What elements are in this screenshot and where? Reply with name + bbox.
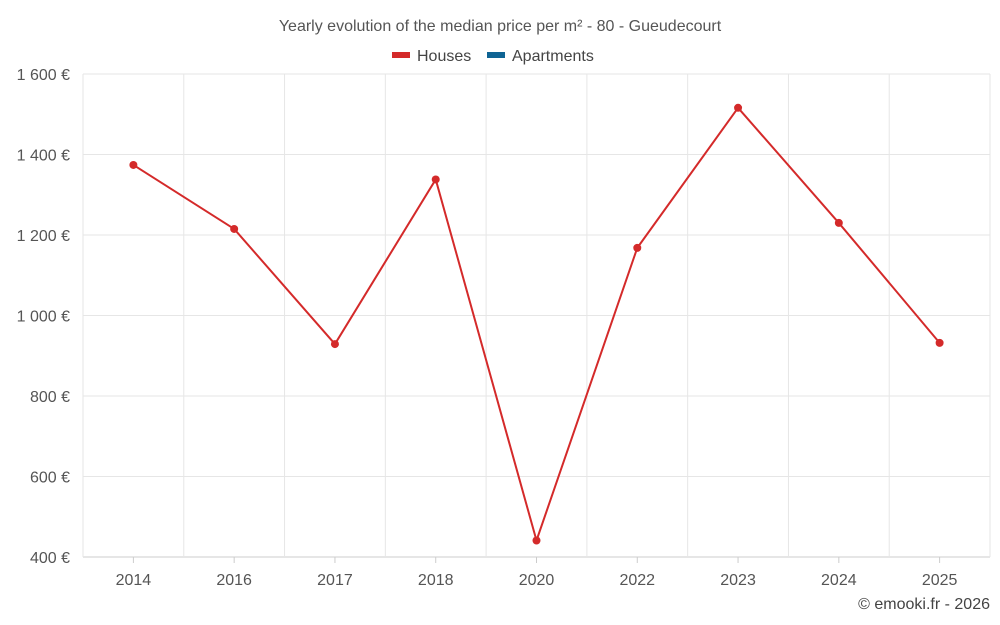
y-tick-label: 400 € — [30, 550, 70, 567]
data-point[interactable] — [431, 175, 440, 184]
series-group — [129, 103, 944, 545]
data-point[interactable] — [834, 218, 843, 227]
credit-text: © emooki.fr - 2026 — [858, 596, 990, 613]
x-tick-label: 2025 — [922, 572, 958, 589]
data-point[interactable] — [633, 243, 642, 252]
legend: Houses Apartments — [392, 48, 594, 65]
x-tick-label: 2020 — [519, 572, 555, 589]
y-axis-ticks: 400 € 600 € 800 € 1 000 € 1 200 € 1 400 € 1 60… — [17, 67, 70, 567]
grid — [82, 73, 991, 558]
x-tick-label: 2014 — [116, 572, 152, 589]
x-axis-ticks: 2014 2016 2017 2018 2020 2022 2023 2024 2025 — [116, 557, 958, 589]
x-tick-label: 2016 — [216, 572, 252, 589]
x-tick-label: 2017 — [317, 572, 353, 589]
data-point[interactable] — [330, 340, 339, 349]
legend-swatch-apartments — [487, 52, 505, 58]
legend-label-houses[interactable]: Houses — [417, 48, 471, 65]
series-line — [132, 106, 941, 542]
y-tick-label: 1 000 € — [17, 309, 70, 326]
y-tick-label: 600 € — [30, 470, 70, 487]
x-tick-label: 2024 — [821, 572, 857, 589]
legend-swatch-houses — [392, 52, 410, 58]
data-point[interactable] — [734, 103, 743, 112]
data-point[interactable] — [935, 338, 944, 347]
y-tick-label: 1 600 € — [17, 67, 70, 84]
data-point[interactable] — [129, 160, 138, 169]
x-tick-label: 2018 — [418, 572, 454, 589]
y-tick-label: 1 400 € — [17, 148, 70, 165]
x-tick-label: 2023 — [720, 572, 756, 589]
data-point[interactable] — [230, 224, 239, 233]
chart-title: Yearly evolution of the median price per… — [279, 18, 722, 35]
y-tick-label: 1 200 € — [17, 228, 70, 245]
data-point[interactable] — [532, 536, 541, 545]
legend-label-apartments[interactable]: Apartments — [512, 48, 594, 65]
y-tick-label: 800 € — [30, 389, 70, 406]
x-tick-label: 2022 — [619, 572, 655, 589]
